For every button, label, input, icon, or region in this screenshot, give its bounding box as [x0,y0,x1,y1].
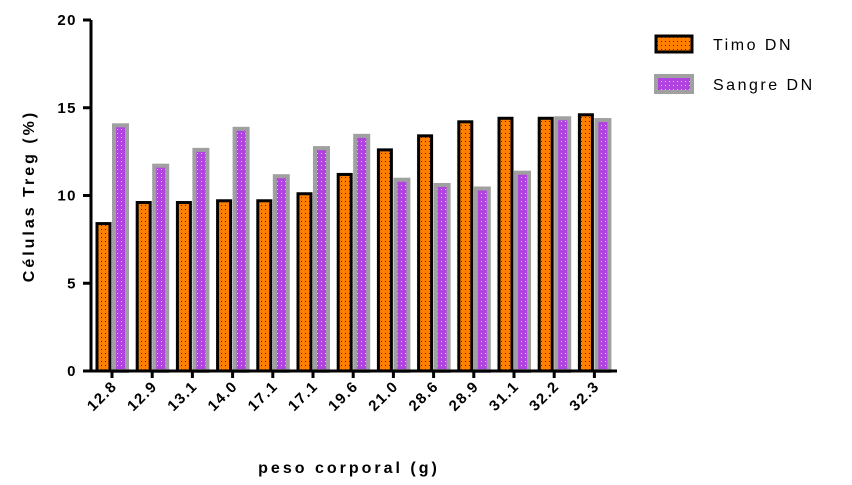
bar-sangre-10 [514,170,531,373]
x-tick-label: 14.0 [205,378,242,415]
bar-timo-8 [417,134,434,373]
bar-timo-7 [376,148,393,373]
legend-label-timo: Timo DN [713,37,793,54]
y-tick-label: 0 [67,363,77,380]
bar-sangre-2 [192,147,210,373]
y-axis-title: Células Treg (%) [21,110,38,282]
x-tick-label: 28.9 [446,378,483,415]
legend-swatch-timo [654,34,694,54]
x-tick-label: 28.6 [406,378,443,415]
x-tick-label: 19.6 [325,378,362,415]
bar-sangre-9 [473,186,491,373]
bar-timo-3 [216,199,233,373]
x-tick-label: 31.1 [486,378,523,415]
bar-sangre-7 [393,177,411,373]
x-tick-label: 12.8 [84,378,121,415]
bar-timo-9 [457,120,474,373]
x-tick-label: 17.1 [245,378,282,415]
bar-sangre-8 [433,182,451,373]
bar-timo-2 [175,201,192,373]
bar-timo-6 [336,172,353,373]
bar-timo-1 [135,201,152,373]
x-tick-label: 32.2 [526,378,563,415]
bar-sangre-11 [554,116,572,373]
bar-timo-5 [296,192,313,373]
bar-sangre-1 [152,163,170,373]
x-tick-label: 21.0 [365,378,402,415]
y-tick-label: 15 [57,100,77,117]
legend-label-sangre: Sangre DN [713,77,815,94]
bar-sangre-3 [232,126,250,373]
bar-timo-11 [537,116,554,373]
legend: Timo DN Sangre DN [654,34,815,94]
bar-sangre-5 [313,146,330,373]
bar-timo-4 [256,199,273,373]
x-tick-label: 12.9 [124,378,161,415]
bar-timo-0 [95,222,112,373]
bar-sangre-12 [594,118,612,373]
y-tick-label: 5 [67,275,77,292]
x-tick-label: 13.1 [164,378,201,415]
bar-timo-10 [497,116,514,373]
bars-layer [95,113,612,373]
bar-timo-12 [577,113,594,373]
bar-sangre-4 [272,174,290,373]
bar-sangre-6 [353,133,371,373]
bar-sangre-0 [112,123,129,373]
legend-swatch-sangre [654,74,694,94]
x-tick-label: 32.3 [566,378,603,415]
y-tick-label: 20 [57,12,77,29]
y-tick-label: 10 [57,188,77,205]
x-axis-title: peso corporal (g) [258,460,440,477]
x-tick-label: 17.1 [285,378,322,415]
